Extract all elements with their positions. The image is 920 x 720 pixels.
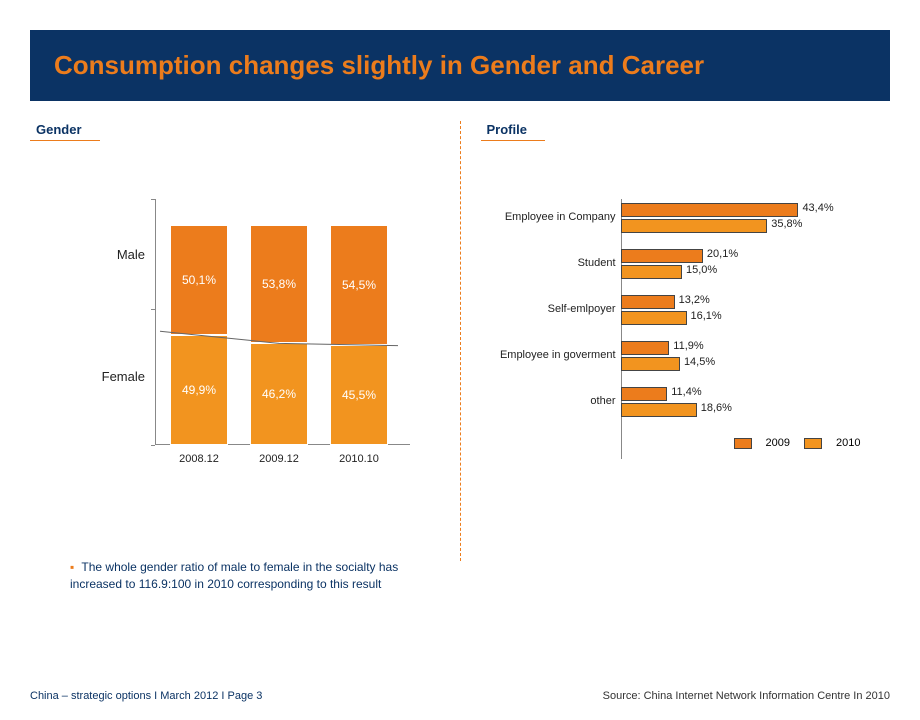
axis-tick: [151, 445, 155, 446]
value-2010: 14,5%: [684, 356, 715, 368]
x-tick-label: 2010.10: [330, 453, 388, 465]
gender-chart: Male Female 50,1%49,9% 2008.12 53,8%46,2% 2…: [50, 199, 410, 479]
column-divider: [460, 121, 461, 561]
gender-bar: 54,5%45,5%: [330, 225, 388, 445]
profile-section-title: Profile: [481, 122, 545, 141]
y-axis: [155, 199, 156, 445]
note-text: The whole gender ratio of male to female…: [70, 560, 398, 591]
x-tick-label: 2008.12: [170, 453, 228, 465]
female-axis-label: Female: [50, 369, 145, 384]
legend-2010: 2010: [836, 437, 860, 449]
x-tick-label: 2009.12: [250, 453, 308, 465]
slide-title: Consumption changes slightly in Gender a…: [54, 50, 866, 81]
bar-2009: [621, 387, 668, 401]
bar-2010: [621, 265, 683, 279]
value-2010: 18,6%: [701, 402, 732, 414]
category-label: Employee in Company: [491, 211, 616, 223]
value-2010: 35,8%: [771, 218, 802, 230]
bar-2009: [621, 203, 799, 217]
bar-2009: [621, 249, 703, 263]
content-row: Gender Male Female 50,1%49,9% 2008.12 53,8…: [0, 101, 920, 593]
profile-row: other 11,4%18,6%: [491, 383, 871, 423]
profile-row: Student 20,1% 15,0%: [491, 245, 871, 285]
gender-panel: Gender Male Female 50,1%49,9% 2008.12 53,8…: [30, 121, 440, 593]
swatch-2010: [804, 438, 822, 449]
male-segment: 54,5%: [330, 225, 388, 345]
value-2009: 43,4%: [802, 202, 833, 214]
bar-2010: [621, 403, 697, 417]
category-label: Self-emlpoyer: [491, 303, 616, 315]
swatch-2009: [734, 438, 752, 449]
gender-bar: 53,8%46,2%: [250, 225, 308, 445]
axis-tick: [151, 309, 155, 310]
bullet-icon: ▪: [70, 560, 74, 574]
value-2010: 15,0%: [686, 264, 717, 276]
female-segment: 45,5%: [330, 345, 388, 445]
bar-2009: [621, 295, 675, 309]
legend: 2009 2010: [734, 437, 861, 449]
bar-2010: [621, 311, 687, 325]
bar-2010: [621, 219, 768, 233]
value-2010: 16,1%: [691, 310, 722, 322]
category-label: Student: [491, 257, 616, 269]
male-segment: 53,8%: [250, 225, 308, 343]
female-segment: 49,9%: [170, 335, 228, 445]
category-label: Employee in goverment: [491, 349, 616, 361]
title-bar: Consumption changes slightly in Gender a…: [30, 30, 890, 101]
footer: China – strategic options I March 2012 I…: [30, 690, 890, 702]
gender-bar: 50,1%49,9%: [170, 225, 228, 445]
bar-2009: [621, 341, 670, 355]
legend-2009: 2009: [766, 437, 790, 449]
value-2009: 11,9%: [673, 340, 703, 352]
gender-section-title: Gender: [30, 122, 100, 141]
male-axis-label: Male: [50, 247, 145, 262]
profile-row: Self-emlpoyer 13,2% 16,1%: [491, 291, 871, 331]
gender-note: ▪ The whole gender ratio of male to fema…: [70, 559, 440, 593]
profile-panel: Profile Employee in Company 43,4%35,8% Stu…: [481, 121, 891, 593]
value-2009: 13,2%: [679, 294, 710, 306]
female-segment: 46,2%: [250, 343, 308, 445]
profile-row: Employee in goverment 11,9% 14,5%: [491, 337, 871, 377]
value-2009: 20,1%: [707, 248, 738, 260]
profile-row: Employee in Company 43,4%35,8%: [491, 199, 871, 239]
profile-chart: Employee in Company 43,4%35,8% Student 20,1…: [491, 199, 871, 489]
bar-2010: [621, 357, 680, 371]
footer-source: Source: China Internet Network Informati…: [603, 690, 890, 702]
footer-left: China – strategic options I March 2012 I…: [30, 690, 262, 702]
category-label: other: [491, 395, 616, 407]
value-2009: 11,4%: [671, 386, 701, 398]
axis-tick: [151, 199, 155, 200]
male-segment: 50,1%: [170, 225, 228, 335]
